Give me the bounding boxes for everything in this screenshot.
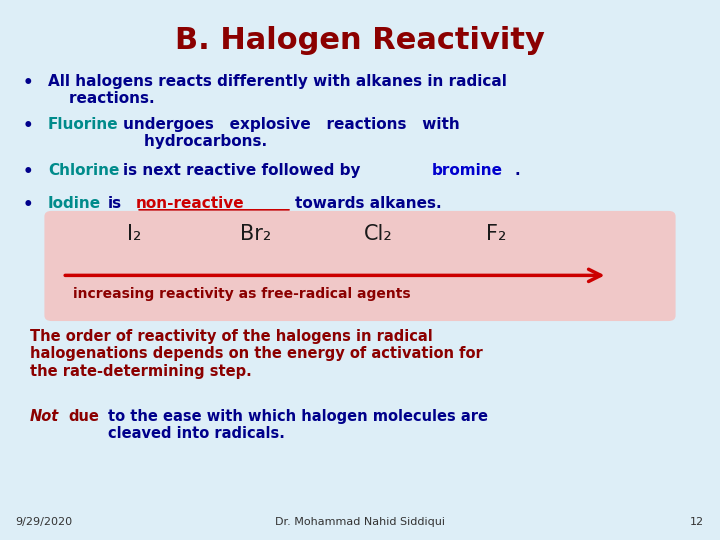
Text: to the ease with which halogen molecules are
cleaved into radicals.: to the ease with which halogen molecules…: [107, 409, 487, 441]
Text: Fluorine: Fluorine: [48, 117, 119, 132]
Text: Cl₂: Cl₂: [364, 224, 392, 244]
Text: •: •: [23, 117, 34, 135]
Text: .: .: [514, 163, 520, 178]
Text: is: is: [107, 196, 122, 211]
Text: Br₂: Br₂: [240, 224, 271, 244]
Text: undergoes   explosive   reactions   with
    hydrocarbons.: undergoes explosive reactions with hydro…: [123, 117, 460, 149]
Text: Not: Not: [30, 409, 59, 423]
Text: •: •: [23, 196, 34, 214]
Text: The order of reactivity of the halogens in radical
halogenations depends on the : The order of reactivity of the halogens …: [30, 329, 483, 379]
Text: non-reactive: non-reactive: [136, 196, 245, 211]
Text: Iodine: Iodine: [48, 196, 101, 211]
Text: 9/29/2020: 9/29/2020: [16, 517, 73, 527]
Text: due: due: [68, 409, 99, 423]
Text: Chlorine: Chlorine: [48, 163, 120, 178]
Text: B. Halogen Reactivity: B. Halogen Reactivity: [175, 25, 545, 55]
Text: F₂: F₂: [486, 224, 507, 244]
Text: bromine: bromine: [432, 163, 503, 178]
Text: •: •: [23, 163, 34, 180]
Text: is next reactive followed by: is next reactive followed by: [123, 163, 361, 178]
FancyBboxPatch shape: [45, 211, 675, 321]
Text: All halogens reacts differently with alkanes in radical
    reactions.: All halogens reacts differently with alk…: [48, 74, 507, 106]
Text: •: •: [23, 74, 34, 92]
Text: increasing reactivity as free-radical agents: increasing reactivity as free-radical ag…: [73, 287, 410, 301]
Text: towards alkanes.: towards alkanes.: [295, 196, 442, 211]
Text: Dr. Mohammad Nahid Siddiqui: Dr. Mohammad Nahid Siddiqui: [275, 517, 445, 527]
Text: I₂: I₂: [127, 224, 141, 244]
Text: 12: 12: [690, 517, 704, 527]
